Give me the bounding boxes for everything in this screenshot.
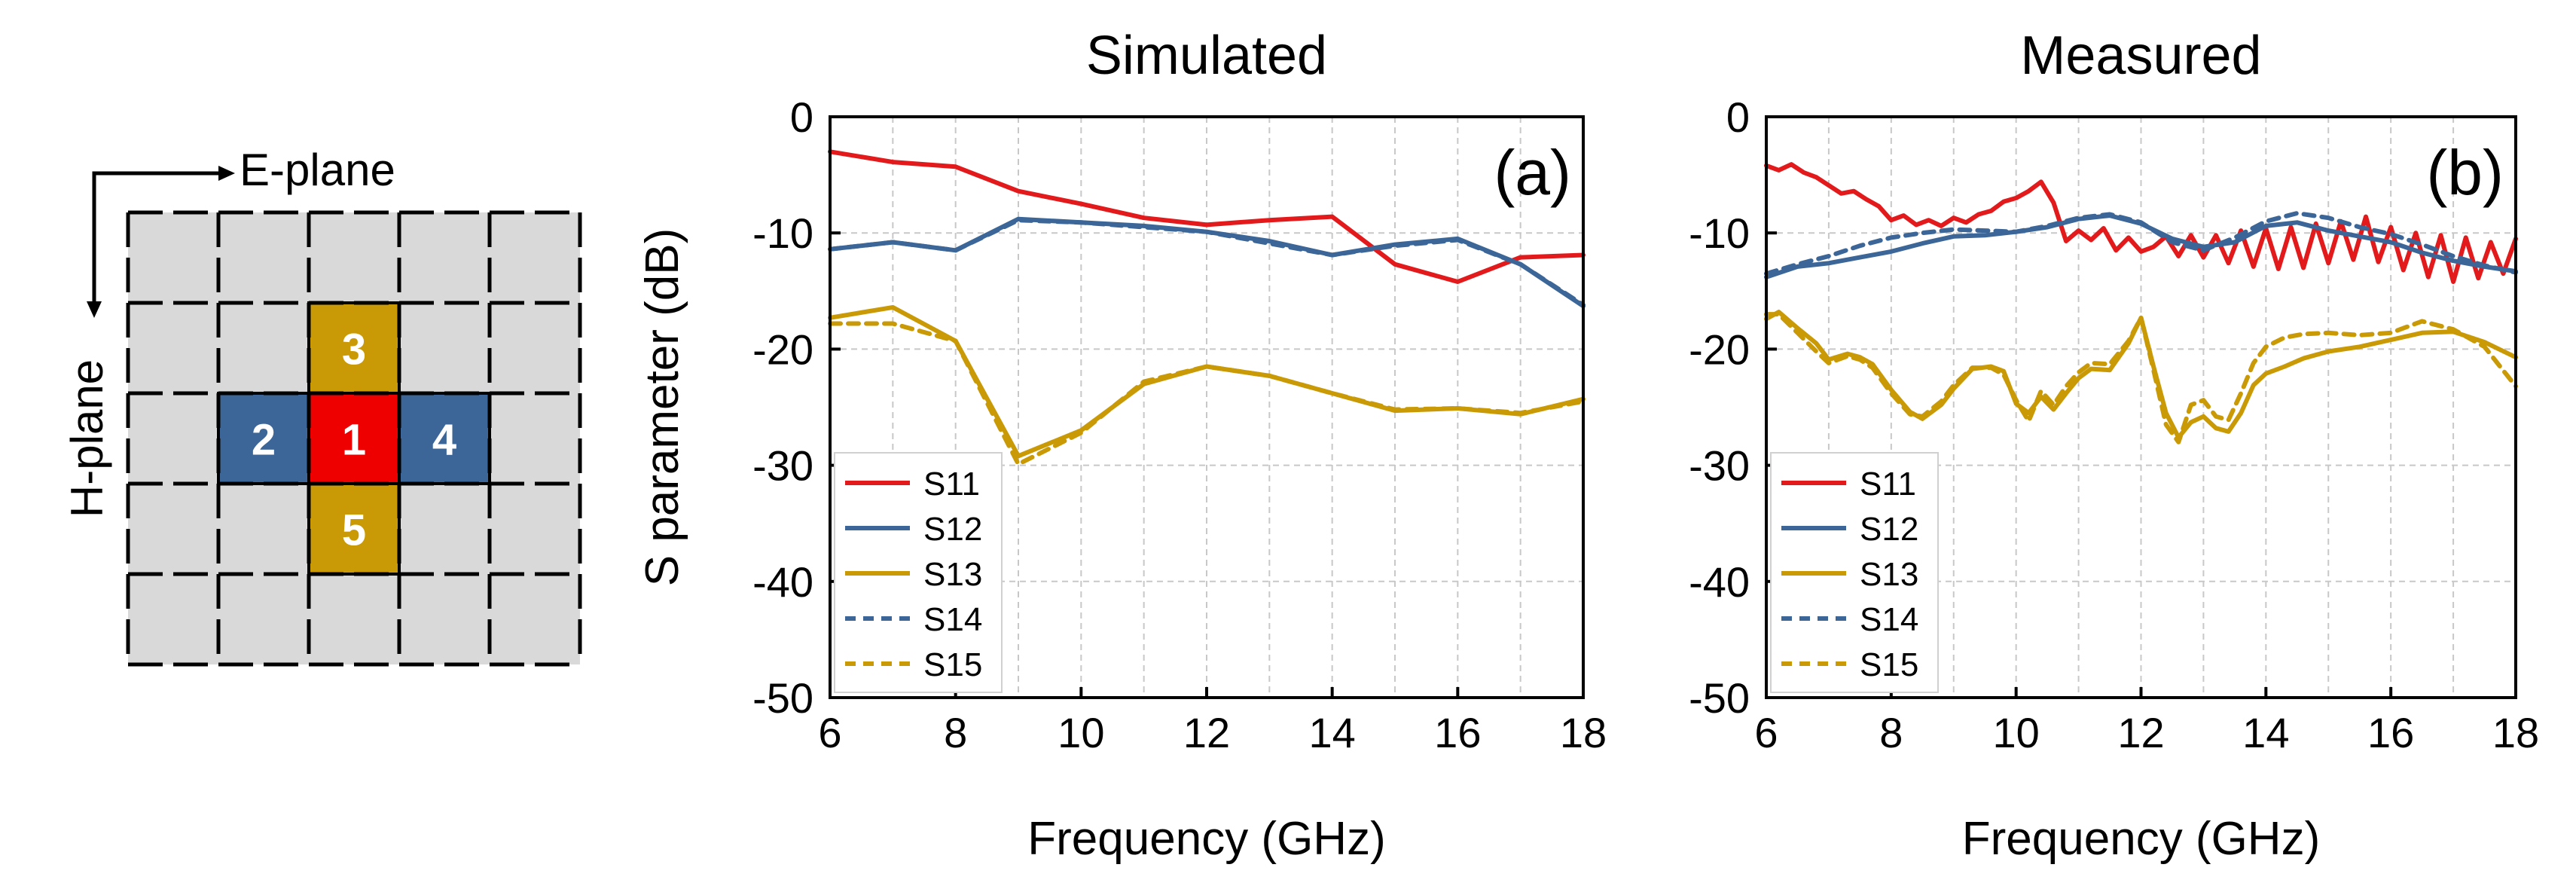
legend-label-s11: S11 xyxy=(1860,466,1916,502)
x-tick-label: 18 xyxy=(1560,709,1607,756)
legend-label-s12: S12 xyxy=(923,511,982,548)
y-tick-label: -20 xyxy=(1689,325,1750,373)
plane-arrows xyxy=(92,171,218,305)
x-tick-label: 14 xyxy=(2242,709,2289,756)
y-tick-label: -10 xyxy=(752,209,813,257)
y-tick-label: -20 xyxy=(752,325,813,373)
cell-number-1: 1 xyxy=(342,415,366,464)
array-cell-2 xyxy=(218,393,309,484)
legend-label-s13: S13 xyxy=(1860,556,1918,593)
legend-label-s11: S11 xyxy=(923,466,980,502)
x-tick-label: 16 xyxy=(1434,709,1481,756)
chart-title: Simulated xyxy=(1086,26,1327,86)
legend-label-s15: S15 xyxy=(1860,646,1918,683)
series-line-s11 xyxy=(828,149,1586,284)
y-tick-label: -40 xyxy=(1689,558,1750,606)
x-tick-label: 10 xyxy=(1993,709,2040,756)
h-plane-label: H-plane xyxy=(62,359,112,518)
legend-label-s15: S15 xyxy=(923,646,982,683)
cell-number-5: 5 xyxy=(342,506,366,554)
cell-number-4: 4 xyxy=(432,415,456,464)
x-axis-label: Frequency (GHz) xyxy=(1027,813,1385,865)
active-cell-outline xyxy=(307,301,401,576)
x-tick-label: 12 xyxy=(1183,709,1230,756)
y-tick-label: 0 xyxy=(1726,93,1750,141)
x-tick-label: 6 xyxy=(818,709,841,756)
x-axis-label: Frequency (GHz) xyxy=(1962,813,2320,865)
y-tick-label: -30 xyxy=(752,442,813,490)
e-plane-label: E-plane xyxy=(240,145,395,195)
x-tick-label: 16 xyxy=(2367,709,2414,756)
x-tick-label: 8 xyxy=(1879,709,1903,756)
legend-label-s14: S14 xyxy=(923,601,982,638)
panel-label: (a) xyxy=(1494,137,1571,208)
array-cell-3 xyxy=(309,303,399,393)
y-axis-label: S parameter (dB) xyxy=(636,228,688,587)
array-cell-5 xyxy=(309,484,399,574)
x-tick-label: 12 xyxy=(2117,709,2164,756)
x-tick-label: 8 xyxy=(944,709,967,756)
chart-title: Measured xyxy=(2020,26,2261,86)
x-tick-label: 14 xyxy=(1309,709,1356,756)
x-tick-label: 10 xyxy=(1058,709,1104,756)
legend-label-s12: S12 xyxy=(1860,511,1918,548)
y-tick-label: -30 xyxy=(1689,442,1750,490)
e-plane-arrowhead xyxy=(218,166,235,181)
y-tick-label: -10 xyxy=(1689,209,1750,257)
e-plane-arrow xyxy=(92,171,218,305)
series-line-s15 xyxy=(828,321,1586,467)
y-tick-label: -40 xyxy=(752,558,813,606)
y-tick-label: 0 xyxy=(790,93,813,141)
cell-number-2: 2 xyxy=(252,415,276,464)
x-tick-label: 18 xyxy=(2492,709,2539,756)
x-tick-label: 6 xyxy=(1754,709,1778,756)
active-cell-outline xyxy=(217,392,491,485)
legend-label-s13: S13 xyxy=(923,556,982,593)
y-tick-label: -50 xyxy=(1689,674,1750,722)
series-line-s15 xyxy=(1764,312,2518,444)
array-cell-1 xyxy=(309,393,399,484)
panel-label: (b) xyxy=(2426,137,2504,208)
series-line-s14 xyxy=(828,218,1586,307)
legend-label-s14: S14 xyxy=(1860,601,1918,638)
array-cell-4 xyxy=(399,393,490,484)
array-diagram: 3 2 1 4 5 E-plane H-plane xyxy=(62,145,582,667)
h-plane-arrowhead xyxy=(87,301,102,318)
simulated-chart-panel: 6 8 10 12 14 16 18 0 -10 -20 -30 -40 -50 Simulated (a)… xyxy=(636,26,1607,865)
series-line-s11 xyxy=(1764,162,2518,284)
y-tick-label: -50 xyxy=(752,674,813,722)
series-line-s14 xyxy=(1764,211,2518,276)
cell-number-3: 3 xyxy=(342,325,366,374)
measured-chart-panel: 6 8 10 12 14 16 18 0 -10 -20 -30 -40 -50 Measured (b) F… xyxy=(1689,26,2539,865)
